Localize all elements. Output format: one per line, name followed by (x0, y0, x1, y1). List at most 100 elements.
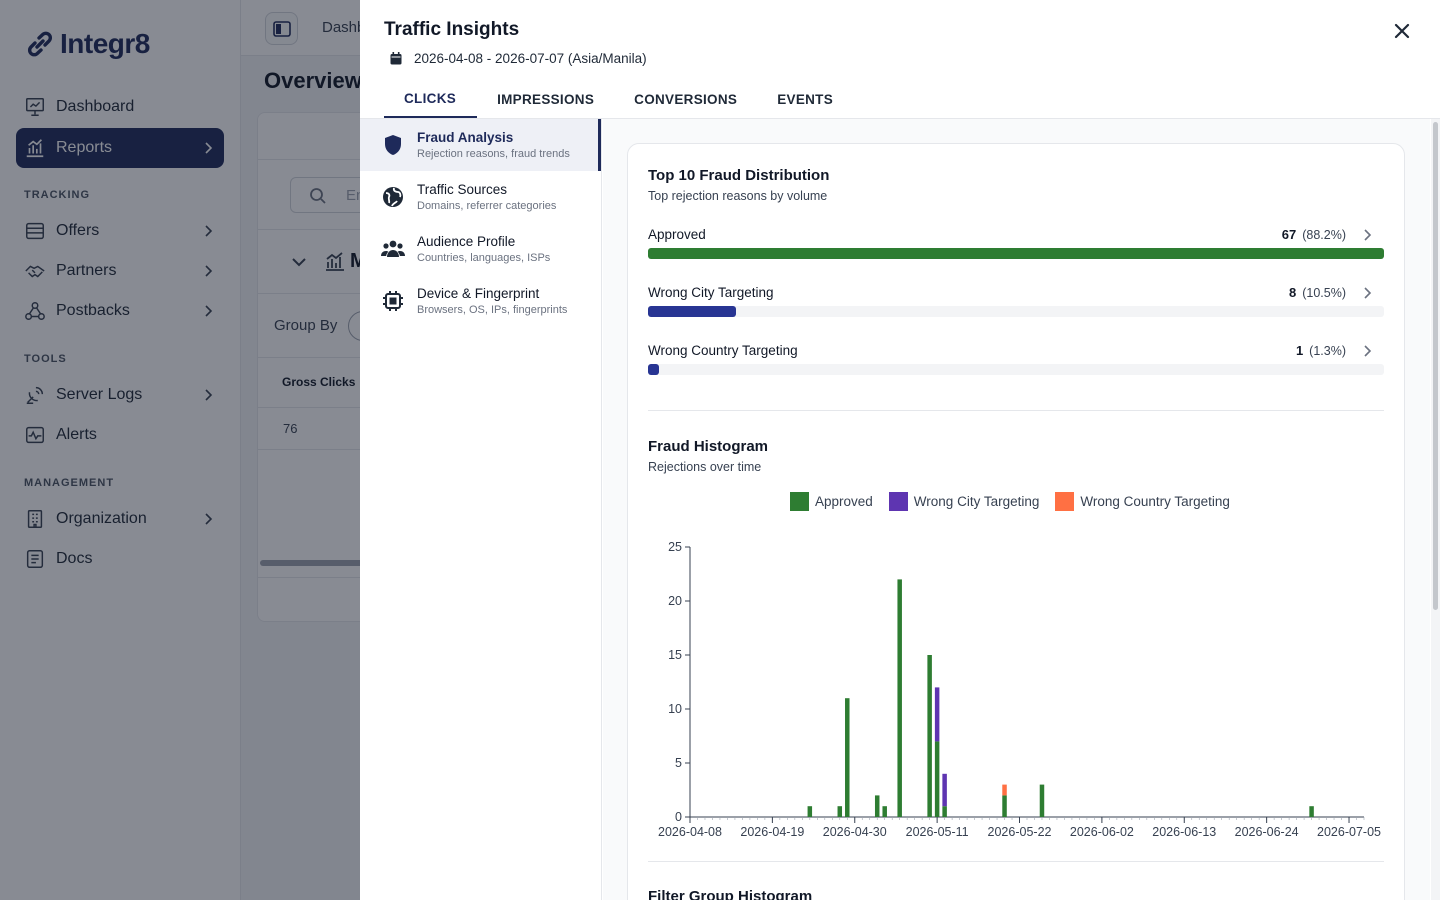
count-percent: (1.3%) (1309, 344, 1346, 358)
traffic-insights-drawer: Traffic Insights 2026-04-08 - 2026-07-07… (360, 0, 1440, 900)
globe-icon (380, 184, 406, 210)
legend-swatch (888, 492, 908, 511)
distribution-row[interactable]: Wrong Country Targeting 1 (1.3%) (648, 343, 1384, 387)
distribution-bar (648, 248, 1384, 259)
histogram-subtitle: Rejections over time (648, 460, 762, 474)
divider (648, 410, 1384, 411)
tab-conversions[interactable]: CONVERSIONS (634, 91, 738, 107)
users-icon (380, 236, 406, 262)
histogram-bar (1039, 784, 1045, 817)
x-tick-label: 2026-04-08 (658, 825, 722, 839)
x-tick-label: 2026-06-13 (1152, 825, 1216, 839)
chip-icon (380, 288, 406, 314)
divider (360, 118, 1440, 119)
insight-item-audience-profile[interactable]: Audience Profile Countries, languages, I… (360, 223, 601, 275)
histogram-legend: Approved Wrong City Targeting Wrong Coun… (790, 492, 1230, 511)
x-tick-label: 2026-05-22 (988, 825, 1052, 839)
drawer-title: Traffic Insights (384, 19, 520, 40)
histogram-bar (837, 806, 843, 817)
filter-group-histogram-title: Filter Group Histogram (648, 888, 813, 900)
insight-item-subtitle: Countries, languages, ISPs (417, 251, 551, 264)
insight-item-title: Fraud Analysis (417, 129, 514, 145)
histogram-bar (942, 773, 947, 807)
x-tick-label: 2026-04-19 (740, 825, 804, 839)
histogram-bar (927, 655, 932, 817)
legend-swatch (790, 492, 809, 511)
distribution-label: Wrong Country Targeting (648, 343, 798, 358)
legend-item-wrong-city[interactable]: Wrong City Targeting (888, 492, 1040, 511)
insight-item-traffic-sources[interactable]: Traffic Sources Domains, referrer catego… (360, 171, 601, 223)
distribution-row[interactable]: Approved 67 (88.2%) (648, 227, 1384, 271)
histogram-bar (882, 806, 887, 817)
insight-item-subtitle: Rejection reasons, fraud trends (417, 147, 570, 160)
date-range: 2026-04-08 - 2026-07-07 (Asia/Manila) (390, 51, 647, 66)
distribution-label: Approved (648, 227, 706, 242)
chevron-right-icon[interactable] (1360, 228, 1374, 242)
shield-icon (380, 132, 406, 158)
insight-item-title: Audience Profile (417, 233, 516, 249)
y-tick-label: 10 (668, 702, 682, 716)
histogram-bar (874, 795, 880, 817)
y-tick-label: 5 (675, 756, 682, 770)
x-tick-label: 2026-04-30 (823, 825, 887, 839)
y-tick-label: 0 (675, 810, 682, 824)
fraud-histogram-chart: 0 5 10 15 20 25 2026-04-08 2026-04-19 2026-04-30… (658, 540, 1381, 839)
legend-item-wrong-country[interactable]: Wrong Country Targeting (1055, 492, 1230, 511)
histogram-bar (1002, 795, 1007, 817)
legend-swatch (1055, 492, 1075, 511)
count-percent: (10.5%) (1302, 286, 1346, 300)
insight-item-device-fingerprint[interactable]: Device & Fingerprint Browsers, OS, IPs, … (360, 275, 601, 327)
histogram-bar (934, 687, 940, 742)
distribution-title: Top 10 Fraud Distribution (648, 167, 830, 184)
histogram-bar (845, 698, 850, 817)
x-tick-label: 2026-06-24 (1235, 825, 1299, 839)
distribution-count: 8 (10.5%) (1289, 285, 1346, 300)
histogram-bar (1002, 784, 1007, 796)
tab-impressions[interactable]: IMPRESSIONS (497, 91, 595, 107)
x-tick-label: 2026-06-02 (1070, 825, 1134, 839)
x-tick-label: 2026-07-05 (1317, 825, 1381, 839)
y-tick-label: 15 (668, 648, 682, 662)
legend-item-approved[interactable]: Approved (790, 492, 873, 511)
legend-label: Wrong City Targeting (913, 494, 1040, 509)
distribution-count: 67 (88.2%) (1282, 227, 1346, 242)
distribution-row[interactable]: Wrong City Targeting 8 (10.5%) (648, 285, 1384, 329)
insights-nav: Fraud Analysis Rejection reasons, fraud … (360, 119, 602, 900)
histogram-bar (934, 741, 940, 817)
histogram-title: Fraud Histogram (648, 438, 769, 455)
histogram-bar (942, 806, 947, 817)
close-icon (1394, 23, 1410, 39)
distribution-count: 1 (1.3%) (1296, 343, 1346, 358)
y-tick-label: 20 (668, 594, 682, 608)
count-value: 1 (1295, 343, 1304, 358)
date-range-text: 2026-04-08 - 2026-07-07 (Asia/Manila) (414, 51, 647, 66)
distribution-label: Wrong City Targeting (648, 285, 774, 300)
insight-item-subtitle: Browsers, OS, IPs, fingerprints (417, 303, 568, 316)
calendar-icon (390, 52, 402, 65)
histogram-bar (1309, 806, 1314, 817)
distribution-bar (648, 306, 736, 317)
scrollbar-thumb[interactable] (1433, 122, 1438, 610)
tab-clicks[interactable]: CLICKS (384, 80, 478, 118)
y-tick-label: 25 (668, 540, 682, 554)
distribution-bar-track (648, 306, 1384, 317)
x-tick-label: 2026-05-11 (906, 825, 969, 839)
count-value: 67 (1281, 227, 1297, 242)
insight-item-subtitle: Domains, referrer categories (417, 199, 557, 212)
insight-item-title: Device & Fingerprint (417, 285, 540, 301)
fraud-analysis-panel: Top 10 Fraud Distribution Top rejection … (627, 143, 1405, 900)
content-scrollbar[interactable] (1431, 119, 1440, 900)
insights-content: Top 10 Fraud Distribution Top rejection … (603, 119, 1430, 900)
distribution-subtitle: Top rejection reasons by volume (648, 189, 828, 203)
insight-item-title: Traffic Sources (417, 181, 508, 197)
chevron-right-icon[interactable] (1360, 286, 1374, 300)
close-button[interactable] (1390, 19, 1414, 43)
insight-item-fraud-analysis[interactable]: Fraud Analysis Rejection reasons, fraud … (360, 119, 601, 171)
histogram-bar (897, 579, 902, 817)
tab-bar: CLICKS IMPRESSIONS CONVERSIONS EVENTS (384, 80, 853, 118)
chevron-right-icon[interactable] (1360, 344, 1374, 358)
divider (648, 861, 1384, 862)
count-percent: (88.2%) (1302, 228, 1346, 242)
legend-label: Wrong Country Targeting (1080, 494, 1230, 509)
tab-events[interactable]: EVENTS (777, 91, 834, 107)
